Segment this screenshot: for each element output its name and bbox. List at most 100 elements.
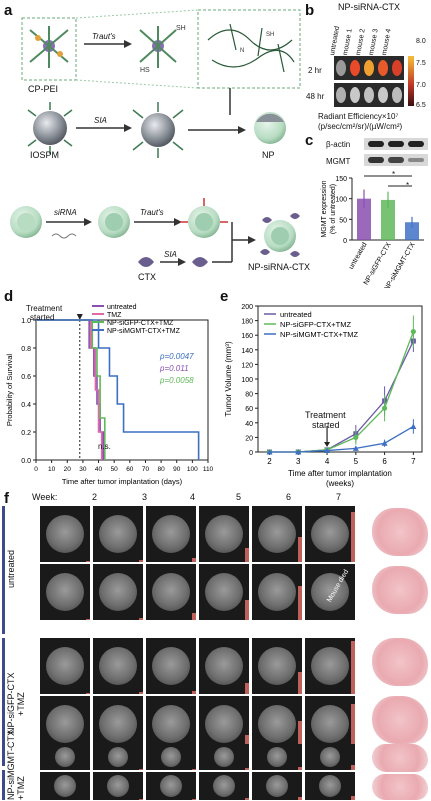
tumor-volume-bar bbox=[351, 641, 355, 694]
e-ytick-label: 120 bbox=[241, 362, 253, 369]
e-ytick-label: 80 bbox=[245, 392, 253, 399]
band-mgmt-3 bbox=[408, 158, 424, 162]
brain-mouse4-2hr bbox=[392, 60, 402, 76]
e-xtick-label: 7 bbox=[411, 457, 416, 466]
label-sirna: siRNA bbox=[54, 208, 77, 217]
histology-simgmt-2 bbox=[372, 774, 428, 800]
col-label-mouse-4: mouse 4 bbox=[381, 28, 393, 56]
e-ytick-label: 20 bbox=[245, 435, 253, 442]
mri-scan-week-4 bbox=[146, 564, 196, 620]
tumor-volume-bar bbox=[86, 693, 90, 694]
tumor-volume-bar bbox=[298, 721, 302, 752]
mri-row-4 bbox=[40, 744, 358, 770]
mri-brain bbox=[107, 775, 129, 797]
brain-mouse3-2hr bbox=[378, 60, 388, 76]
d-xtick-label: 80 bbox=[157, 466, 165, 473]
mri-brain bbox=[205, 647, 243, 685]
e-legend-label-2: NP-siMGMT-CTX+TMZ bbox=[280, 330, 359, 339]
d-series-line-0 bbox=[36, 319, 105, 460]
chart-d-survival: 0.0 0.2 0.4 0.6 0.8 1.0 0 10 20 30 40 50 60 70 80 90 100… bbox=[5, 304, 214, 486]
svg-text:HS: HS bbox=[140, 67, 150, 74]
panel-label-d: d bbox=[4, 288, 14, 305]
mri-scan-week-7 bbox=[305, 638, 355, 694]
d-plot-frame bbox=[35, 319, 209, 461]
c-ylabel-2: (% of untreated) bbox=[330, 184, 337, 234]
mri-brain bbox=[214, 747, 234, 767]
week-label: Week: bbox=[32, 492, 58, 502]
e-ytick-label: 0 bbox=[249, 450, 253, 457]
tumor-volume-bar bbox=[192, 769, 196, 770]
mri-brain bbox=[99, 705, 137, 743]
mri-brain bbox=[267, 747, 287, 767]
panel-label-b: b bbox=[305, 2, 315, 19]
iospm-particle-icon bbox=[27, 102, 73, 154]
mri-scan-week-4 bbox=[146, 772, 196, 800]
mri-scan-week-2 bbox=[40, 564, 90, 620]
sirna-icon bbox=[51, 233, 77, 239]
mri-brain bbox=[319, 775, 341, 797]
mri-brain bbox=[205, 573, 243, 611]
svg-text:SH: SH bbox=[176, 25, 186, 32]
np-sirna-icon bbox=[98, 206, 130, 238]
tumor-volume-bar bbox=[245, 768, 249, 770]
mri-scan-week-4 bbox=[146, 696, 196, 752]
d-xtick-label: 30 bbox=[79, 466, 87, 473]
group-label-sigfp: NP-siGFP-CTX bbox=[6, 672, 16, 735]
mri-brain bbox=[311, 647, 349, 685]
d-ytick-label: 0.8 bbox=[21, 346, 31, 353]
e-point-2 bbox=[266, 449, 273, 455]
mri-brain bbox=[152, 515, 190, 553]
group-label-simgmt: NP-siMGMT-CTX bbox=[6, 730, 16, 800]
brain-mouse1-2hr bbox=[350, 60, 360, 76]
mri-scan-week-2 bbox=[40, 506, 90, 562]
e-legend-label-0: untreated bbox=[280, 310, 312, 319]
c-xtick-label: untreated bbox=[348, 241, 369, 270]
tumor-volume-bar bbox=[245, 548, 249, 562]
tumor-volume-bar bbox=[245, 735, 249, 752]
tumor-volume-bar bbox=[351, 512, 355, 562]
mri-row-3 bbox=[40, 696, 358, 752]
svg-text:SH: SH bbox=[266, 32, 274, 38]
group-bar-sigfp bbox=[2, 638, 5, 766]
cbar-tick-7-5: 7.5 bbox=[416, 60, 426, 67]
d-xtick-label: 50 bbox=[111, 466, 119, 473]
mri-scan-week-5 bbox=[199, 772, 249, 800]
panel-b-imaging bbox=[334, 56, 414, 107]
mri-scan-week-5 bbox=[199, 696, 249, 752]
c-ylabel: MGMT expression bbox=[321, 180, 328, 237]
band-mgmt-1 bbox=[368, 157, 384, 163]
tumor-volume-bar bbox=[139, 560, 143, 562]
mri-row-0 bbox=[40, 506, 358, 562]
mri-brain bbox=[55, 747, 75, 767]
mri-scan-week-6 bbox=[252, 564, 302, 620]
tumor-volume-bar bbox=[351, 765, 355, 770]
label-iospm: IOSPM bbox=[30, 150, 60, 160]
band-mgmt-2 bbox=[388, 157, 404, 163]
week-5: 5 bbox=[236, 492, 242, 502]
histology-untreated-1 bbox=[372, 508, 428, 556]
mri-scan-week-2 bbox=[40, 772, 90, 800]
tumor-volume-bar bbox=[192, 799, 196, 800]
mri-brain bbox=[46, 515, 84, 553]
mri-brain bbox=[99, 515, 137, 553]
cbar-tick-7: 7.0 bbox=[416, 82, 426, 89]
d-legend-label-3: NP-siMGMT-CTX+TMZ bbox=[107, 328, 181, 335]
mri-brain bbox=[213, 775, 235, 797]
mri-scan-week-5 bbox=[199, 564, 249, 620]
e-xtick-label: 2 bbox=[267, 457, 272, 466]
tumor-volume-bar bbox=[298, 586, 302, 620]
mri-scan-week-2 bbox=[40, 696, 90, 752]
week-4: 4 bbox=[190, 492, 196, 502]
d-xtick-label: 20 bbox=[64, 466, 72, 473]
d-xlabel: Time after tumor implantation (days) bbox=[62, 477, 183, 486]
mri-scan-week-5 bbox=[199, 506, 249, 562]
mri-brain bbox=[266, 775, 288, 797]
c-bar-2 bbox=[405, 222, 419, 240]
e-legend-label-1: NP-siGFP-CTX+TMZ bbox=[280, 320, 351, 329]
cbar-tick-8: 8.0 bbox=[416, 38, 426, 45]
tumor-volume-bar bbox=[298, 797, 302, 800]
group-label-untreated: untreated bbox=[6, 549, 16, 588]
mri-scan-week-4 bbox=[146, 638, 196, 694]
mri-brain bbox=[152, 573, 190, 611]
group-bar-simgmt bbox=[2, 770, 5, 800]
